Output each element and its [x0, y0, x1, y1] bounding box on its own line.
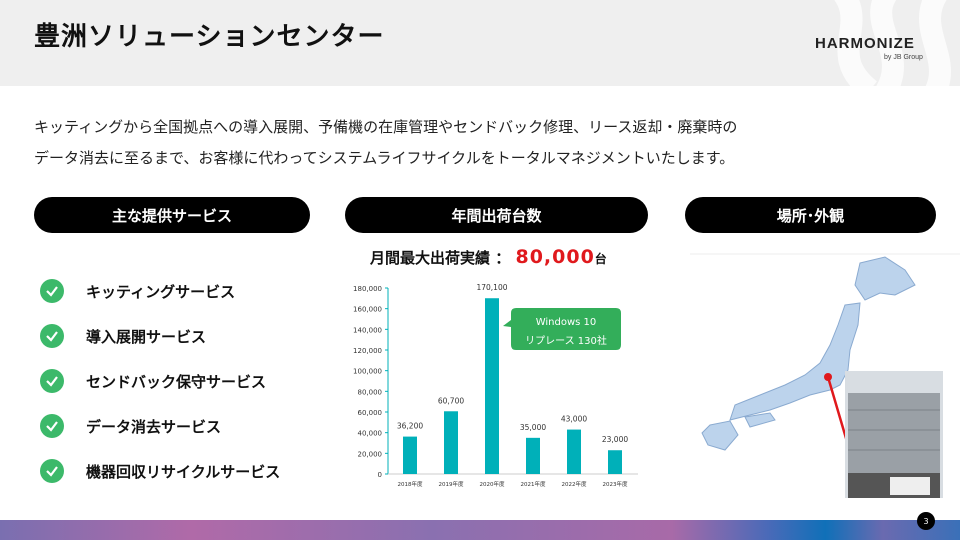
shipments-heading: 年間出荷台数 — [345, 197, 648, 233]
data-label: 36,200 — [397, 422, 423, 431]
location-heading: 場所･外観 — [685, 197, 936, 233]
bar — [608, 450, 622, 474]
x-tick-label: 2019年度 — [439, 480, 464, 488]
data-label: 23,000 — [602, 435, 628, 444]
service-item: センドバック保守サービス — [40, 369, 266, 393]
bar — [485, 298, 499, 474]
building-photo — [845, 371, 943, 498]
check-circle-icon — [40, 459, 64, 483]
y-tick-label: 40,000 — [358, 430, 383, 438]
max-shipment-unit: 台 — [594, 252, 607, 266]
x-tick-label: 2020年度 — [480, 480, 505, 488]
intro-text: キッティングから全国拠点への導入展開、予備機の在庫管理やセンドバック修理、リース… — [34, 112, 737, 174]
check-circle-icon — [40, 414, 64, 438]
bar — [567, 429, 581, 474]
data-label: 43,000 — [561, 415, 587, 424]
header: 豊洲ソリューションセンター HARMONIZE by JB Group — [0, 0, 960, 86]
japan-map — [701, 256, 916, 451]
y-tick-label: 180,000 — [353, 285, 382, 293]
y-tick-label: 60,000 — [358, 409, 383, 417]
max-shipment-label: 月間最大出荷実績 ： — [370, 249, 511, 267]
y-tick-label: 0 — [378, 471, 382, 479]
y-tick-label: 80,000 — [358, 388, 383, 396]
service-item: 機器回収リサイクルサービス — [40, 459, 280, 483]
service-item: 導入展開サービス — [40, 324, 206, 348]
shipment-chart: 0 20,000 40,000 60,000 80,000 100,000 120,000 1… — [353, 283, 638, 488]
harmonize-logo: HARMONIZE — [815, 35, 915, 52]
x-tick-label: 2023年度 — [603, 480, 628, 488]
logo-subtitle: by JB Group — [884, 54, 923, 61]
x-tick-label: 2021年度 — [521, 480, 546, 488]
services-heading: 主な提供サービス — [34, 197, 310, 233]
max-shipment: 月間最大出荷実績 ： 80,000台 — [370, 246, 607, 268]
location-map — [690, 253, 960, 498]
service-label: 導入展開サービス — [86, 327, 207, 346]
check-circle-icon — [40, 369, 64, 393]
service-item: データ消去サービス — [40, 414, 221, 438]
service-label: キッティングサービス — [86, 282, 236, 301]
data-label: 35,000 — [520, 423, 546, 432]
logo-decoration — [834, 0, 951, 86]
service-label: 機器回収リサイクルサービス — [86, 462, 281, 481]
annotation-line2: リプレース 130社 — [525, 334, 607, 347]
max-shipment-value: 80,000 — [515, 246, 595, 268]
check-circle-icon — [40, 324, 64, 348]
service-item: キッティングサービス — [40, 279, 235, 303]
page-number: 3 — [917, 512, 935, 530]
y-tick-label: 160,000 — [353, 306, 382, 314]
x-tick-label: 2022年度 — [562, 480, 587, 488]
y-tick-label: 100,000 — [353, 368, 382, 376]
bar — [403, 436, 417, 474]
y-tick-label: 140,000 — [353, 326, 382, 334]
data-label: 170,100 — [476, 283, 507, 292]
data-label: 60,700 — [438, 396, 464, 405]
y-tick-label: 120,000 — [353, 347, 382, 355]
footer-band — [0, 520, 960, 540]
x-tick-label: 2018年度 — [398, 480, 423, 488]
location-marker — [824, 373, 832, 381]
annotation-callout — [503, 308, 621, 350]
bar — [526, 437, 540, 474]
service-label: データ消去サービス — [86, 417, 222, 436]
intro-line: キッティングから全国拠点への導入展開、予備機の在庫管理やセンドバック修理、リース… — [34, 118, 738, 136]
service-label: センドバック保守サービス — [86, 372, 267, 391]
check-circle-icon — [40, 279, 64, 303]
y-tick-label: 20,000 — [358, 450, 383, 458]
annotation-line1: Windows 10 — [536, 317, 597, 328]
page-title: 豊洲ソリューションセンター — [34, 22, 385, 52]
intro-line: データ消去に至るまで、お客様に代わってシステムライフサイクルをトータルマネジメン… — [34, 149, 735, 167]
location-pointer — [826, 376, 850, 446]
bar — [444, 411, 458, 474]
